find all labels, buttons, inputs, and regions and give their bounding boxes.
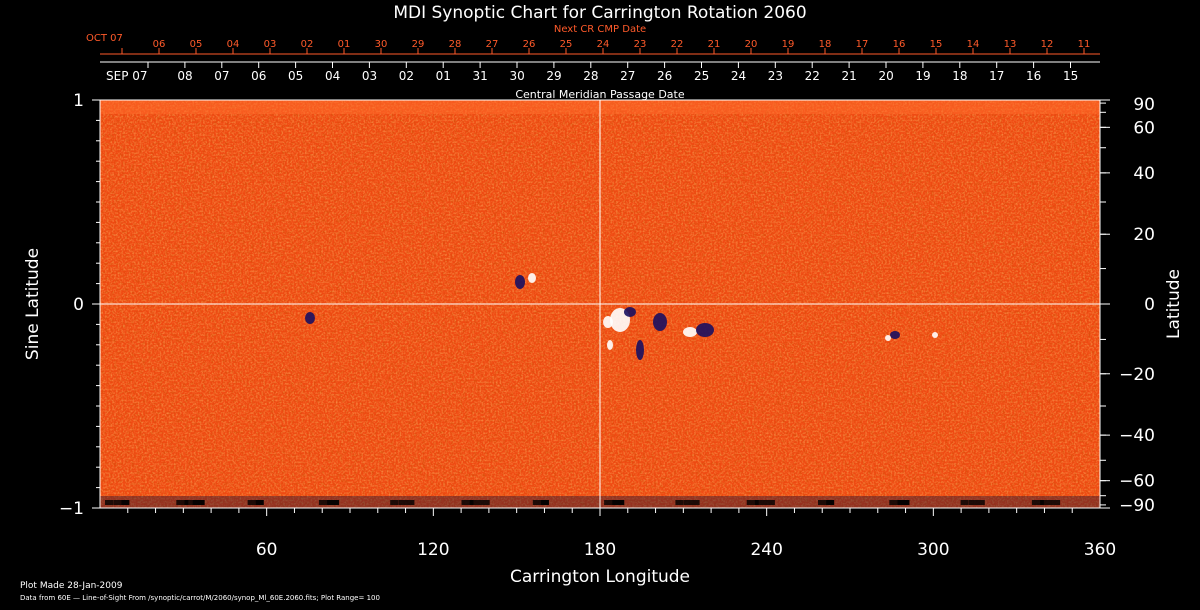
- cmp-day-label: 06: [251, 69, 266, 83]
- cmp-day-label: 27: [620, 69, 635, 83]
- cmp-day-label: 08: [177, 69, 192, 83]
- next-day-label: 21: [708, 39, 721, 50]
- cmp-day-label: 24: [731, 69, 746, 83]
- next-day-label: 27: [486, 39, 499, 50]
- cmp-axis-start: SEP 07: [106, 69, 148, 83]
- x-axis-label: Carrington Longitude: [510, 567, 690, 587]
- y-right-tick-label: −40: [1119, 426, 1155, 446]
- y-right-tick-label: 90: [1133, 95, 1155, 115]
- y-axis-right-label: Latitude: [1164, 269, 1184, 339]
- cmp-date-axis: SEP 07 08 07 06 05 04 03 02 01 31 30 29 28 27 26 25 24 2…: [100, 61, 1100, 101]
- next-day-label: 14: [967, 39, 980, 50]
- cmp-day-label: 28: [583, 69, 598, 83]
- cmp-day-label: 30: [509, 69, 524, 83]
- next-day-label: 02: [301, 39, 314, 50]
- next-day-label: 25: [560, 39, 573, 50]
- cmp-day-label: 03: [362, 69, 377, 83]
- y-left-tick-label: 1: [73, 91, 84, 111]
- next-day-label: 19: [782, 39, 795, 50]
- next-day-label: 12: [1041, 39, 1054, 50]
- cmp-day-label: 23: [768, 69, 783, 83]
- x-tick-label: 120: [417, 540, 449, 560]
- plot-made-note: Plot Made 28-Jan-2009: [20, 581, 123, 591]
- next-day-label: 15: [930, 39, 943, 50]
- cmp-day-label: 15: [1063, 69, 1078, 83]
- y-axis-left: 1 0 −1: [59, 91, 100, 519]
- next-day-label: 11: [1078, 39, 1091, 50]
- cmp-day-label: 22: [805, 69, 820, 83]
- cmp-day-label: 18: [952, 69, 967, 83]
- data-source-note: Data from 60E — Line-of-Sight From /syno…: [20, 594, 380, 602]
- cmp-day-label: 25: [694, 69, 709, 83]
- x-tick-label: 240: [750, 540, 782, 560]
- y-axis-right: 90 60 40 20 0 −20 −40 −60 −90: [1100, 95, 1155, 516]
- cmp-day-label: 20: [878, 69, 893, 83]
- x-tick-label: 360: [1084, 540, 1116, 560]
- y-right-tick-label: 20: [1133, 225, 1155, 245]
- next-day-label: 18: [819, 39, 832, 50]
- next-day-label: 24: [597, 39, 610, 50]
- cmp-day-label: 02: [399, 69, 414, 83]
- next-day-label: 04: [227, 39, 240, 50]
- x-tick-label: 300: [917, 540, 949, 560]
- next-day-label: 28: [449, 39, 462, 50]
- chart-title: MDI Synoptic Chart for Carrington Rotati…: [393, 3, 806, 23]
- next-day-label: 26: [523, 39, 536, 50]
- next-cr-axis: Next CR CMP Date OCT 07 06 05 04 03 02 01 30 29…: [86, 24, 1100, 55]
- y-right-tick-label: 0: [1144, 295, 1155, 315]
- x-tick-label: 60: [256, 540, 278, 560]
- cmp-day-label: 31: [473, 69, 488, 83]
- y-axis-left-label: Sine Latitude: [23, 248, 43, 360]
- next-day-label: 20: [745, 39, 758, 50]
- y-right-tick-label: 40: [1133, 164, 1155, 184]
- next-day-label: 23: [634, 39, 647, 50]
- next-axis-start: OCT 07: [86, 33, 123, 44]
- next-axis-label: Next CR CMP Date: [554, 24, 646, 35]
- y-right-tick-label: 60: [1133, 118, 1155, 138]
- cmp-day-label: 17: [989, 69, 1004, 83]
- cmp-day-label: 04: [325, 69, 340, 83]
- cmp-day-label: 26: [657, 69, 672, 83]
- cmp-day-label: 29: [546, 69, 561, 83]
- next-day-label: 22: [671, 39, 684, 50]
- cmp-day-label: 19: [915, 69, 930, 83]
- next-day-label: 30: [375, 39, 388, 50]
- cmp-axis-label: Central Meridian Passage Date: [515, 88, 684, 101]
- next-day-label: 05: [190, 39, 203, 50]
- cmp-day-label: 07: [214, 69, 229, 83]
- next-day-label: 01: [338, 39, 351, 50]
- y-right-tick-label: −60: [1119, 472, 1155, 492]
- y-right-tick-label: −90: [1119, 496, 1155, 516]
- next-day-label: 06: [153, 39, 166, 50]
- y-left-tick-label: 0: [73, 295, 84, 315]
- next-day-label: 16: [893, 39, 906, 50]
- x-tick-label: 180: [584, 540, 616, 560]
- y-right-tick-label: −20: [1119, 365, 1155, 385]
- cmp-day-label: 21: [842, 69, 857, 83]
- y-left-tick-label: −1: [59, 499, 84, 519]
- cmp-day-label: 01: [436, 69, 451, 83]
- next-day-label: 17: [856, 39, 869, 50]
- next-day-label: 29: [412, 39, 425, 50]
- next-day-label: 13: [1004, 39, 1017, 50]
- next-day-label: 03: [264, 39, 277, 50]
- cmp-day-label: 05: [288, 69, 303, 83]
- x-axis: 60 120 180 240 300 360: [127, 508, 1116, 560]
- cmp-day-label: 16: [1026, 69, 1041, 83]
